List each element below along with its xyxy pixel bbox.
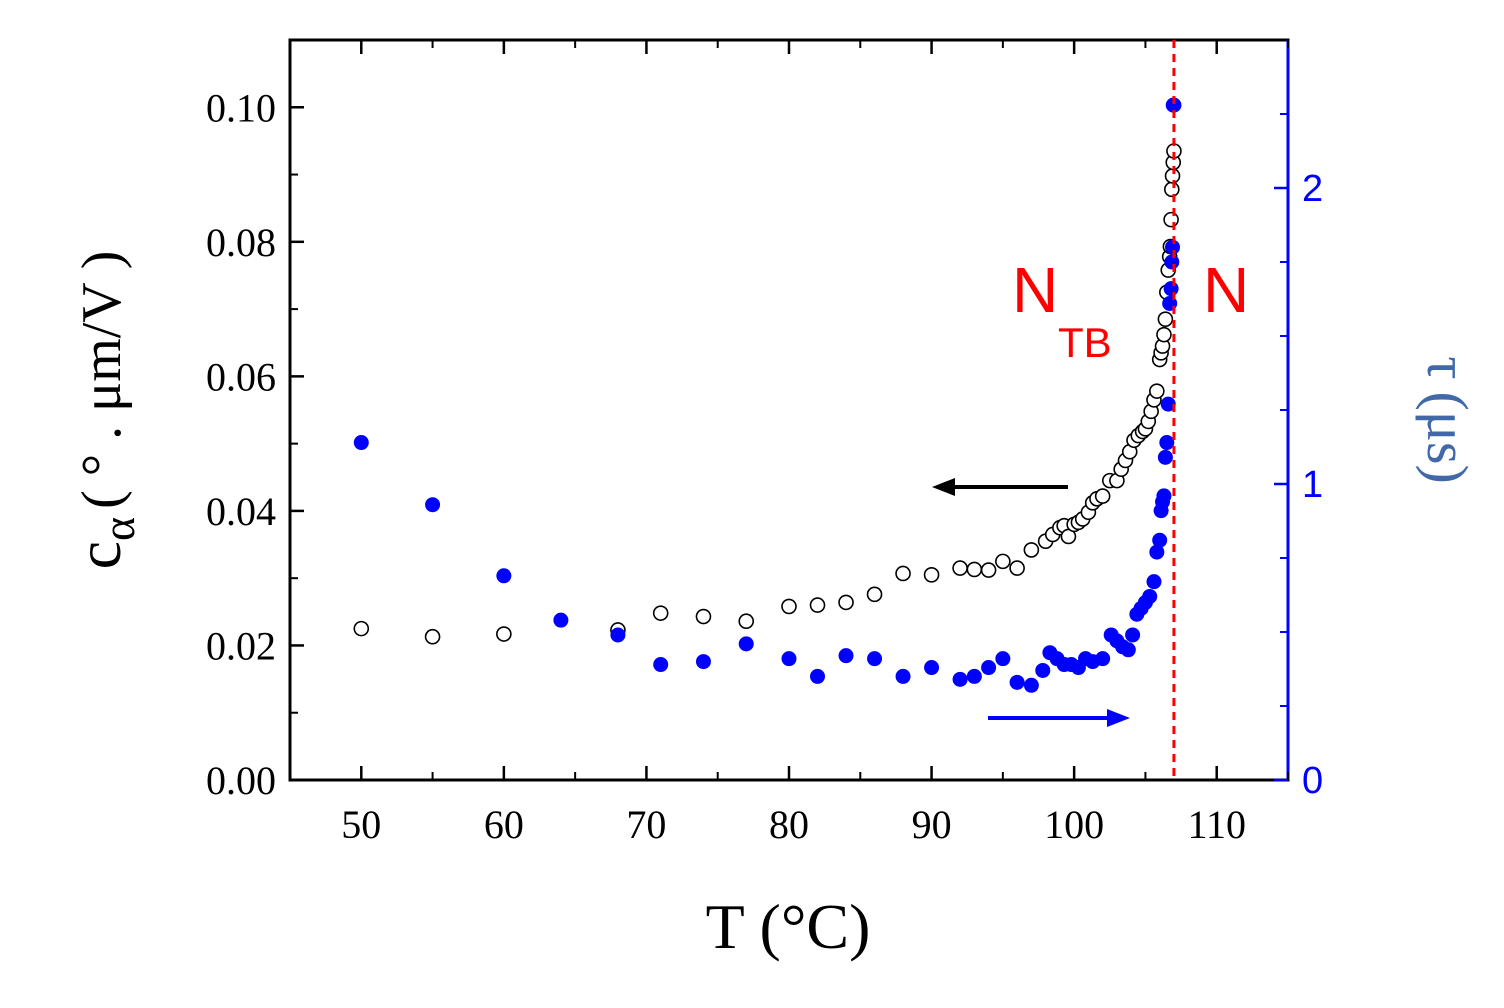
data-point-c-alpha	[923, 567, 940, 583]
data-point-tau	[496, 568, 512, 584]
x-tick-label: 100	[1044, 802, 1104, 847]
data-point-tau	[924, 660, 940, 676]
y-left-tick-label: 0.10	[206, 85, 276, 130]
data-point-tau	[895, 668, 911, 684]
x-tick-label: 110	[1187, 802, 1246, 847]
data-point-tau	[810, 668, 826, 684]
axes-group: 50 60 70 80 90 100 110 0.00 0.02 0.04 0.06 0.08 0.10…	[206, 40, 1323, 847]
data-point-tau	[838, 648, 854, 664]
data-point-tau	[1152, 532, 1168, 548]
data-point-tau	[353, 435, 369, 451]
data-point-c-alpha	[952, 560, 968, 576]
arrow-right-series	[988, 709, 1130, 727]
y-left-tick-label: 0.04	[206, 489, 276, 534]
left-axis-title: cα ( ° . μm/V )	[63, 251, 144, 570]
data-point-tau	[1125, 627, 1141, 643]
data-point-tau	[867, 651, 883, 667]
data-point-tau	[995, 651, 1011, 667]
y-right-tick-label: 0	[1302, 760, 1323, 802]
data-point-tau	[1159, 435, 1175, 451]
data-point-c-alpha	[781, 598, 797, 615]
phase-label-ntb-main: N	[1012, 254, 1058, 326]
data-point-tau	[1163, 281, 1179, 297]
data-point-tau	[952, 671, 968, 687]
data-point-tau	[1095, 651, 1111, 667]
data-point-tau	[1157, 449, 1173, 465]
phase-label-ntb-sub: TB	[1058, 319, 1112, 366]
data-point-c-alpha	[809, 597, 826, 613]
data-point-tau	[653, 657, 669, 673]
data-point-c-alpha	[1023, 542, 1040, 558]
data-point-c-alpha	[838, 594, 854, 611]
data-point-tau	[425, 497, 441, 513]
data-point-tau	[1165, 239, 1181, 255]
data-point-c-alpha	[966, 561, 983, 578]
data-point-tau	[1120, 642, 1136, 658]
phase-label-n: N	[1203, 254, 1249, 326]
y-right-tick-label: 2	[1302, 168, 1323, 210]
data-point-tau	[981, 660, 997, 676]
data-point-tau	[1164, 254, 1180, 270]
data-point-c-alpha	[1163, 211, 1179, 228]
data-point-c-alpha	[1094, 488, 1111, 504]
data-point-tau	[1142, 588, 1158, 604]
series-marks	[353, 97, 1182, 693]
x-tick-label: 80	[769, 802, 809, 847]
svg-text:cα( ° . μm/V ): cα ( ° . μm/V )	[63, 251, 144, 570]
data-point-c-alpha	[1157, 311, 1174, 327]
svg-text:τ(μs): τ (μs)	[1415, 356, 1480, 484]
data-point-tau	[966, 668, 982, 684]
right-axis-title-units: (μs)	[1415, 392, 1480, 484]
data-point-c-alpha	[1156, 326, 1172, 343]
data-point-tau	[1156, 488, 1172, 504]
data-point-c-alpha	[1009, 560, 1025, 576]
y-left-tick-label: 0.06	[206, 354, 276, 399]
data-point-c-alpha	[496, 626, 512, 642]
data-point-c-alpha	[980, 562, 997, 578]
data-point-c-alpha	[424, 628, 441, 645]
data-point-tau	[1035, 662, 1051, 678]
y-right-tick-label: 1	[1302, 464, 1323, 506]
data-point-tau	[738, 636, 754, 652]
right-axis-title: τ (μs)	[1415, 356, 1480, 484]
data-point-c-alpha	[866, 586, 883, 603]
x-axis-title: T (°C)	[706, 891, 871, 962]
left-axis-title-units: ( ° . μm/V )	[71, 251, 133, 509]
arrow-left-series	[932, 478, 1068, 496]
y-left-tick-label: 0.02	[206, 623, 276, 668]
y-left-tick-label: 0.08	[206, 220, 276, 265]
data-point-tau	[1160, 396, 1176, 412]
data-point-c-alpha	[1149, 383, 1165, 399]
x-tick-label: 90	[912, 802, 952, 847]
data-point-tau	[553, 612, 569, 628]
data-point-c-alpha	[652, 605, 669, 621]
data-point-tau	[1149, 544, 1165, 560]
data-point-c-alpha	[1164, 181, 1180, 198]
data-point-c-alpha	[995, 553, 1011, 570]
left-axis-title-symbol: c	[63, 541, 134, 569]
data-point-tau	[1146, 574, 1162, 590]
data-point-tau	[1023, 677, 1039, 693]
data-point-tau	[781, 651, 797, 667]
data-point-tau	[695, 654, 711, 670]
y-left-tick-label: 0.00	[206, 758, 276, 803]
data-point-c-alpha	[353, 620, 370, 637]
x-tick-label: 70	[626, 802, 666, 847]
x-tick-label: 60	[484, 802, 524, 847]
data-point-tau	[1009, 674, 1025, 690]
plot-frame	[288, 38, 1290, 782]
data-point-c-alpha	[738, 613, 755, 630]
data-point-c-alpha	[695, 608, 712, 625]
x-tick-label: 50	[341, 802, 381, 847]
data-point-tau	[610, 627, 626, 643]
right-axis-title-symbol: τ	[1415, 356, 1480, 379]
data-point-c-alpha	[895, 565, 911, 582]
data-point-tau	[1166, 97, 1182, 113]
left-axis-title-subscript: α	[93, 517, 144, 541]
